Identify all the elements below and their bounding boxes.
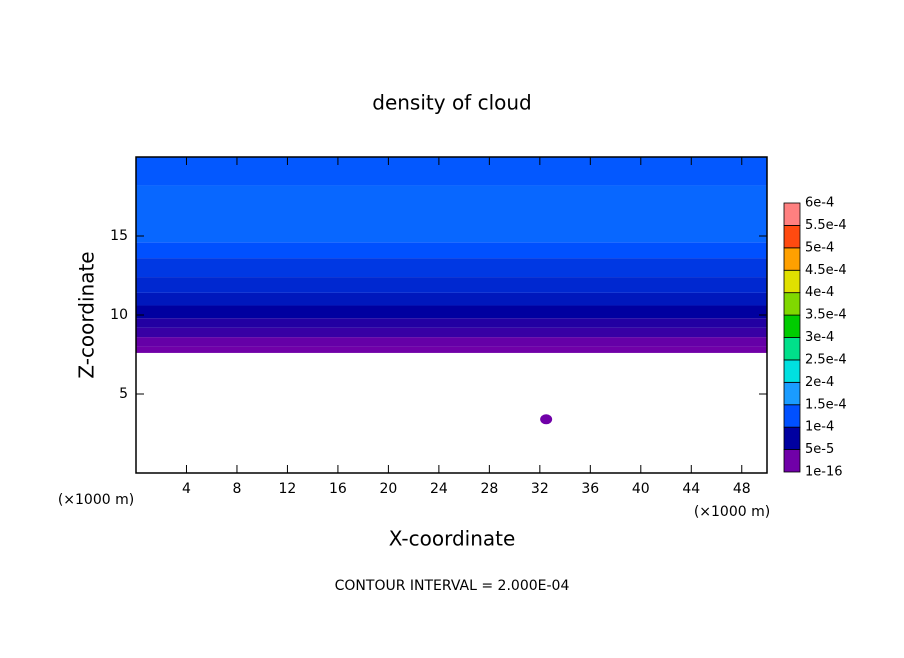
x-tick-label: 16 <box>329 481 347 497</box>
y-axis-label: Z-coordinate <box>75 251 99 378</box>
contour-band <box>136 157 767 186</box>
y-unit: (×1000 m) <box>58 492 134 508</box>
x-tick-label: 36 <box>581 481 599 497</box>
colorbar-segment <box>783 359 801 383</box>
colorbar-segment <box>783 404 801 428</box>
colorbar-label: 3.5e-4 <box>805 308 847 323</box>
x-tick-label: 4 <box>182 481 191 497</box>
contour-band <box>136 258 767 278</box>
contour-band <box>136 305 767 319</box>
colorbar-label: 6e-4 <box>805 196 834 211</box>
colorbar-label: 3e-4 <box>805 330 834 345</box>
colorbar-label: 5e-5 <box>805 442 834 457</box>
colorbar-segment <box>783 337 801 361</box>
contour-band <box>136 346 767 353</box>
colorbar-segment <box>783 202 801 226</box>
x-tick-label: 40 <box>632 481 650 497</box>
colorbar-segment <box>783 269 801 294</box>
contour-band <box>136 277 767 293</box>
colorbar-label: 1.5e-4 <box>805 397 847 412</box>
x-axis-label: X-coordinate <box>389 527 516 551</box>
x-tick-label: 8 <box>232 481 241 497</box>
colorbar-segment <box>783 292 801 316</box>
colorbar-label: 1e-16 <box>805 465 843 480</box>
contour-band <box>136 327 767 338</box>
colorbar-segment <box>783 426 801 450</box>
x-unit: (×1000 m) <box>694 504 770 520</box>
x-tick-label: 20 <box>379 481 397 497</box>
colorbar-label: 1e-4 <box>805 420 834 435</box>
chart-title: density of cloud <box>372 91 531 115</box>
y-tick-label: 10 <box>110 307 128 323</box>
colorbar-label: 4e-4 <box>805 285 834 300</box>
colorbar-segment <box>783 314 801 338</box>
colorbar-segment <box>783 381 801 406</box>
footer: CONTOUR INTERVAL = 2.000E-04 <box>335 578 570 594</box>
colorbar-label: 5.5e-4 <box>805 218 847 233</box>
colorbar-label: 5e-4 <box>805 240 834 255</box>
contour-band <box>136 318 767 328</box>
contour-band <box>136 242 767 259</box>
y-tick-label: 15 <box>110 228 128 244</box>
colorbar-label: 2e-4 <box>805 375 834 390</box>
x-tick-label: 28 <box>480 481 498 497</box>
colorbar-segment <box>783 449 801 473</box>
x-tick-label: 44 <box>682 481 700 497</box>
colorbar-segment <box>783 225 801 249</box>
colorbar-label: 4.5e-4 <box>805 263 847 278</box>
colorbar-label: 2.5e-4 <box>805 352 847 367</box>
contour-band <box>136 337 767 347</box>
colorbar-segment <box>783 247 801 271</box>
x-tick-label: 32 <box>531 481 549 497</box>
contour-spot <box>540 414 553 425</box>
x-tick-label: 24 <box>430 481 448 497</box>
contour-band <box>136 185 767 243</box>
x-tick-label: 48 <box>733 481 751 497</box>
y-tick-label: 5 <box>119 386 128 402</box>
x-tick-label: 12 <box>279 481 297 497</box>
contour-band <box>136 292 767 306</box>
